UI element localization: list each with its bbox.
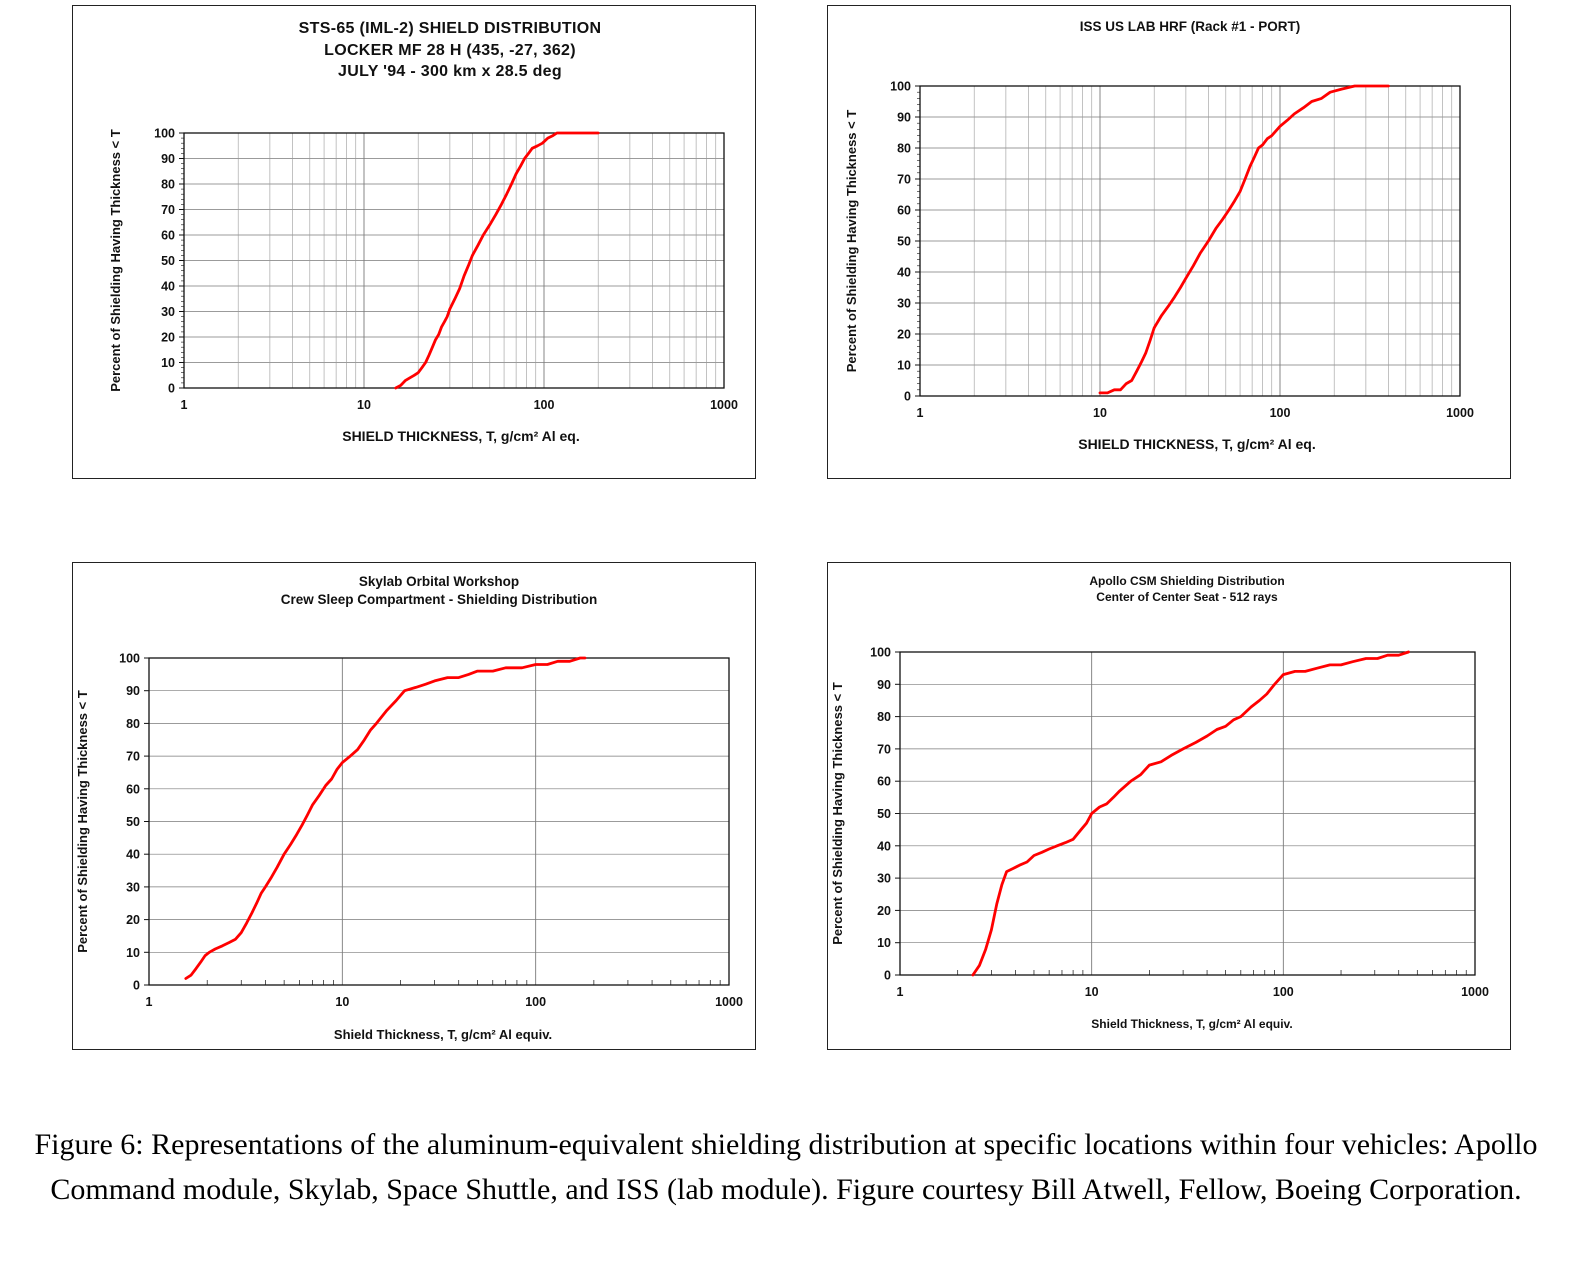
svg-text:10: 10	[1085, 985, 1099, 999]
svg-text:0: 0	[133, 979, 140, 993]
svg-text:100: 100	[890, 79, 911, 93]
svg-text:1000: 1000	[1461, 985, 1489, 999]
figure-caption: Figure 6: Representations of the aluminu…	[34, 1128, 1538, 1206]
title-line: ISS US LAB HRF (Rack #1 - PORT)	[1079, 19, 1301, 34]
svg-text:30: 30	[897, 296, 911, 310]
svg-text:10: 10	[877, 937, 891, 951]
svg-text:60: 60	[126, 782, 140, 796]
chart-title-sts65: STS-65 (IML-2) SHIELD DISTRIBUTION LOCKE…	[73, 6, 755, 83]
svg-text:1: 1	[181, 398, 188, 412]
svg-text:60: 60	[161, 228, 175, 242]
svg-text:80: 80	[897, 141, 911, 155]
svg-text:10: 10	[357, 398, 371, 412]
x-axis-label: SHIELD THICKNESS, T, g/cm² Al eq.	[342, 427, 580, 444]
svg-text:Percent of Shielding Having Th: Percent of Shielding Having Thickness < …	[844, 109, 859, 372]
svg-text:1: 1	[146, 995, 153, 1009]
svg-text:40: 40	[161, 279, 175, 293]
svg-text:80: 80	[161, 177, 175, 191]
title-line: Skylab Orbital Workshop	[358, 574, 520, 589]
svg-text:40: 40	[877, 840, 891, 854]
svg-text:Percent of Shielding Having Th: Percent of Shielding Having Thickness < …	[75, 690, 90, 953]
svg-text:90: 90	[161, 152, 175, 166]
svg-text:100: 100	[154, 126, 175, 140]
svg-text:50: 50	[877, 807, 891, 821]
svg-text:80: 80	[126, 717, 140, 731]
svg-text:50: 50	[126, 815, 140, 829]
title-line: LOCKER MF 28 H (435, -27, 362)	[324, 41, 576, 59]
svg-text:100: 100	[119, 652, 140, 666]
svg-text:90: 90	[897, 110, 911, 124]
svg-text:0: 0	[904, 389, 911, 403]
svg-text:1: 1	[897, 985, 904, 999]
svg-text:70: 70	[126, 750, 140, 764]
chart-panel-iss-lab: ISS US LAB HRF (Rack #1 - PORT) 0 10 20 30 4…	[827, 5, 1511, 479]
svg-text:20: 20	[877, 904, 891, 918]
chart-panel-skylab: Skylab Orbital Workshop Crew Sleep Compa…	[72, 562, 756, 1050]
title-line: Apollo CSM Shielding Distribution	[1089, 574, 1285, 588]
svg-text:0: 0	[884, 969, 891, 983]
title-line: STS-65 (IML-2) SHIELD DISTRIBUTION	[298, 20, 602, 37]
svg-text:100: 100	[534, 398, 555, 412]
x-axis-label: Shield Thickness, T, g/cm² Al equiv.	[333, 1027, 553, 1043]
chart-panel-sts65: STS-65 (IML-2) SHIELD DISTRIBUTION LOCKE…	[72, 5, 756, 479]
svg-text:1000: 1000	[715, 995, 743, 1009]
svg-text:60: 60	[877, 775, 891, 789]
svg-text:10: 10	[335, 995, 349, 1009]
svg-text:10: 10	[161, 356, 175, 370]
svg-text:100: 100	[870, 646, 891, 660]
svg-text:40: 40	[897, 265, 911, 279]
title-line: Center of Center Seat - 512 rays	[1096, 590, 1278, 605]
svg-text:40: 40	[126, 848, 140, 862]
svg-text:1000: 1000	[1446, 406, 1474, 420]
svg-text:90: 90	[877, 678, 891, 692]
svg-text:70: 70	[161, 203, 175, 217]
svg-text:70: 70	[897, 172, 911, 186]
x-axis-label: Shield Thickness, T, g/cm² Al equiv.	[1091, 1017, 1293, 1032]
chart-title-apollo-csm: Apollo CSM Shielding Distribution Center…	[828, 563, 1510, 605]
svg-text:30: 30	[877, 872, 891, 886]
svg-text:20: 20	[126, 913, 140, 927]
svg-text:10: 10	[897, 358, 911, 372]
svg-text:100: 100	[1270, 406, 1291, 420]
svg-text:1: 1	[917, 406, 924, 420]
svg-text:20: 20	[897, 327, 911, 341]
svg-text:Percent of Shielding Having Th: Percent of Shielding Having Thickness < …	[108, 129, 123, 392]
svg-text:Percent of Shielding Having Th: Percent of Shielding Having Thickness < …	[830, 683, 845, 946]
svg-text:20: 20	[161, 330, 175, 344]
svg-text:1000: 1000	[710, 398, 738, 412]
svg-text:30: 30	[161, 305, 175, 319]
svg-text:10: 10	[126, 946, 140, 960]
svg-text:60: 60	[897, 203, 911, 217]
svg-text:100: 100	[525, 995, 546, 1009]
svg-text:100: 100	[1273, 985, 1294, 999]
svg-text:50: 50	[161, 254, 175, 268]
svg-text:70: 70	[877, 743, 891, 757]
svg-text:10: 10	[1093, 406, 1107, 420]
svg-text:30: 30	[126, 880, 140, 894]
svg-text:90: 90	[126, 684, 140, 698]
x-axis-label: SHIELD THICKNESS, T, g/cm² Al eq.	[1078, 435, 1316, 452]
svg-text:0: 0	[168, 381, 175, 395]
title-line: JULY '94 - 300 km x 28.5 deg	[338, 63, 562, 81]
chart-title-iss-lab: ISS US LAB HRF (Rack #1 - PORT)	[828, 6, 1510, 36]
svg-text:50: 50	[897, 234, 911, 248]
title-line: Crew Sleep Compartment - Shielding Distr…	[280, 591, 598, 607]
svg-text:80: 80	[877, 710, 891, 724]
chart-title-skylab: Skylab Orbital Workshop Crew Sleep Compa…	[73, 563, 755, 608]
chart-panel-apollo-csm: Apollo CSM Shielding Distribution Center…	[827, 562, 1511, 1050]
